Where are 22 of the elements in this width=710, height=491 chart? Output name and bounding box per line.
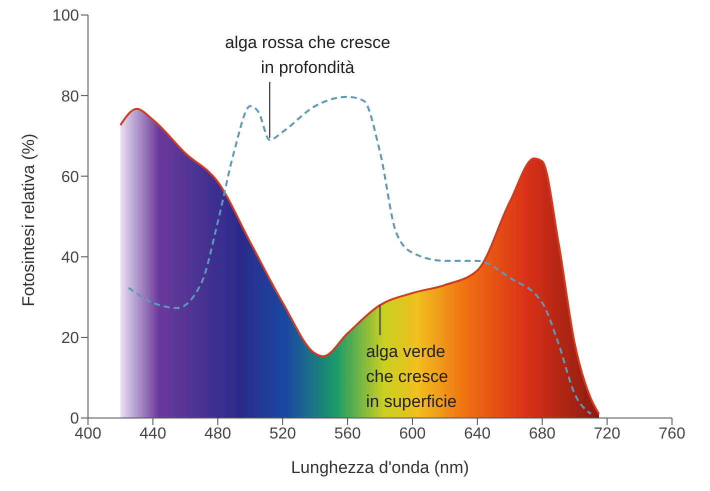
x-tick-label: 480	[204, 425, 232, 442]
y-axis-title: Fotosintesi relativa (%)	[19, 134, 38, 306]
x-tick-label: 600	[399, 425, 426, 442]
x-tick-label: 640	[464, 425, 491, 442]
y-tick-label: 100	[52, 8, 80, 25]
y-tick-label: 40	[61, 249, 80, 266]
x-tick-label: 760	[658, 425, 686, 442]
x-tick-label: 400	[74, 425, 102, 442]
x-tick-label: 680	[528, 425, 556, 442]
annotation: alga rossa che cresce in profondità	[225, 32, 390, 77]
x-axis-title: Lunghezza d'onda (nm)	[290, 458, 470, 477]
annotation: alga verde che cresce in superficie	[366, 342, 457, 412]
y-tick-label: 80	[61, 88, 80, 106]
x-tick-label: 440	[140, 425, 166, 442]
x-tick-label: 520	[269, 425, 296, 442]
callout: alga rossa che cresce in profondità	[225, 32, 390, 138]
callout: alga verde che cresce in superficie	[366, 305, 457, 412]
x-tick-label: 720	[594, 425, 621, 442]
y-tick-label: 60	[61, 168, 80, 186]
y-tick-label: 20	[61, 330, 80, 348]
x-tick-label: 560	[334, 425, 361, 442]
y-tick-label: 0	[70, 410, 80, 428]
